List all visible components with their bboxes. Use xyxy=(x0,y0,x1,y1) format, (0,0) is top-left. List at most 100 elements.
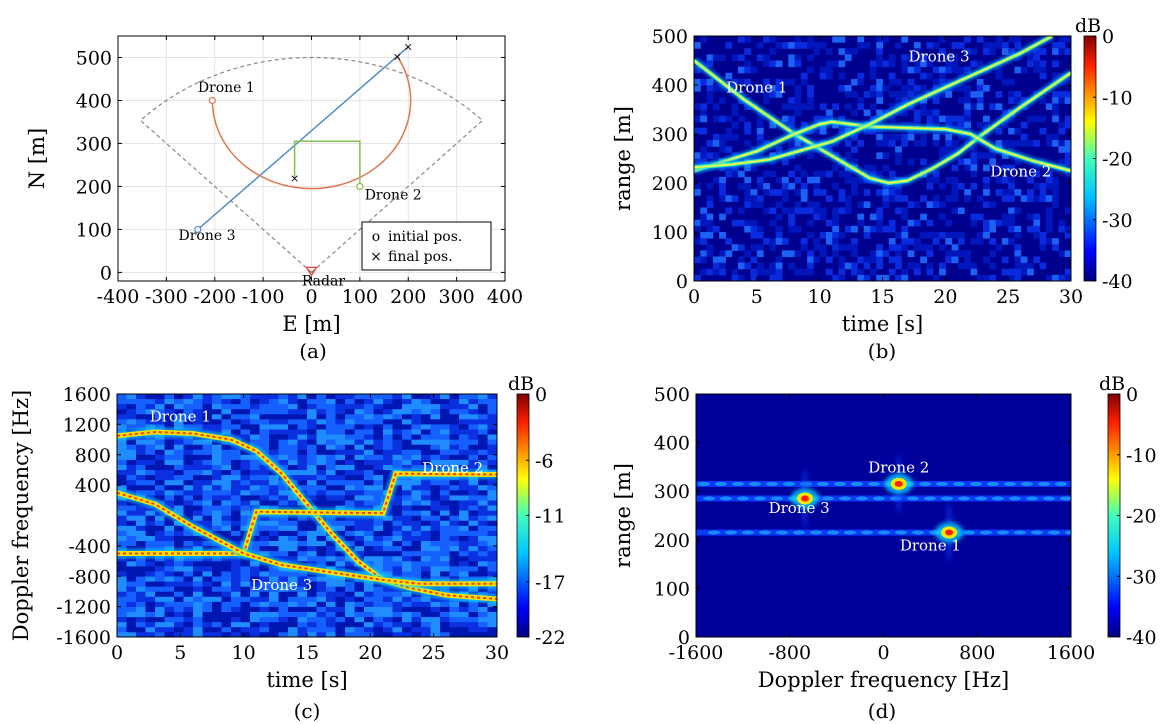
heatmap-cell xyxy=(1014,42,1022,49)
heatmap-cell xyxy=(231,622,241,628)
heatmap-cell xyxy=(126,399,137,405)
heatmap-cell xyxy=(364,627,374,633)
heatmap-cell xyxy=(951,42,959,49)
heatmap-cell xyxy=(964,91,971,98)
heatmap-cell xyxy=(212,520,222,527)
heatmap-cell xyxy=(750,274,758,281)
heatmap-cell xyxy=(240,414,251,420)
heatmap-cell xyxy=(725,207,733,215)
heatmap-cell xyxy=(895,152,902,159)
heatmap-cell xyxy=(411,617,422,623)
heatmap-cell xyxy=(164,475,175,481)
x-tick-label: 20 xyxy=(933,286,957,308)
heatmap-cell xyxy=(392,617,403,623)
heatmap-cell xyxy=(421,551,431,557)
heatmap-cell xyxy=(364,586,374,593)
heatmap-cell xyxy=(269,490,279,496)
heatmap-cell xyxy=(1064,97,1071,104)
heatmap-cell xyxy=(957,42,965,49)
heatmap-cell xyxy=(478,561,488,567)
heatmap-cell xyxy=(136,530,146,537)
heatmap-cell xyxy=(421,546,431,552)
heatmap-cell xyxy=(278,525,289,532)
heatmap-cell xyxy=(769,274,777,281)
heatmap-cell xyxy=(155,485,165,491)
heatmap-cell xyxy=(316,419,327,425)
heatmap-cell xyxy=(1008,164,1015,172)
heatmap-cell xyxy=(174,500,184,506)
x-tick-label: -300 xyxy=(145,286,188,308)
heatmap-cell xyxy=(126,581,137,588)
heatmap-cell xyxy=(421,541,431,547)
heatmap-cell xyxy=(117,556,127,562)
heatmap-cell xyxy=(756,140,764,147)
heatmap-cell xyxy=(164,409,175,415)
heatmap-cell xyxy=(193,520,203,527)
heatmap-cell xyxy=(345,464,355,471)
heatmap-cell xyxy=(895,244,902,251)
heatmap-cell xyxy=(212,470,222,476)
x-tick-label: -100 xyxy=(242,286,285,308)
heatmap-cell xyxy=(392,561,403,567)
heatmap-cell xyxy=(183,480,194,486)
heatmap-cell xyxy=(459,566,469,572)
heatmap-cell xyxy=(164,591,175,598)
heatmap-cell xyxy=(744,66,752,74)
heatmap-cell xyxy=(364,606,374,613)
colorbar-tick-label: 0 xyxy=(1126,384,1138,406)
heatmap-cell xyxy=(440,606,450,613)
heatmap-cell xyxy=(459,510,469,517)
heatmap-cell xyxy=(202,475,213,481)
heatmap-cell xyxy=(174,612,184,618)
heatmap-cell xyxy=(402,454,412,461)
heatmap-cell xyxy=(202,454,213,461)
heatmap-cell xyxy=(383,444,393,451)
heatmap-cell xyxy=(164,470,175,476)
heatmap-cell xyxy=(345,525,355,532)
heatmap-cell xyxy=(297,581,308,588)
heatmap-cell xyxy=(888,256,896,264)
heatmap-cell xyxy=(901,195,909,202)
heatmap-cell xyxy=(851,250,858,257)
heatmap-cell xyxy=(202,505,213,512)
heatmap-cell xyxy=(136,394,146,400)
heatmap-cell xyxy=(411,500,422,506)
heatmap-cell xyxy=(913,91,921,98)
heatmap-cell xyxy=(712,256,720,264)
heatmap-cell xyxy=(888,78,896,86)
heatmap-cell xyxy=(459,612,469,618)
heatmap-cell xyxy=(326,399,336,405)
heatmap-cell xyxy=(402,424,412,430)
heatmap-cell xyxy=(354,586,365,593)
coverage-sector xyxy=(139,56,484,274)
heatmap-cell xyxy=(364,429,374,435)
heatmap-cell xyxy=(487,439,497,446)
heatmap-cell xyxy=(307,470,317,476)
heatmap-cell xyxy=(288,424,298,430)
heatmap-cell xyxy=(487,495,497,501)
heatmap-cell xyxy=(164,404,175,410)
stripe-blob xyxy=(1004,481,1016,486)
heatmap-cell xyxy=(316,591,327,598)
heatmap-cell xyxy=(221,414,232,420)
heatmap-cell xyxy=(383,470,393,476)
heatmap-cell xyxy=(193,464,203,471)
annotation-label: Drone 3 xyxy=(251,576,312,594)
heatmap-cell xyxy=(487,622,497,628)
heatmap-cell xyxy=(459,419,469,425)
heatmap-cell xyxy=(421,606,431,613)
heatmap-cell xyxy=(932,201,940,208)
heatmap-cell xyxy=(487,490,497,496)
heatmap-cell xyxy=(193,459,203,466)
heatmap-cell xyxy=(775,262,783,270)
heatmap-cell xyxy=(221,399,232,405)
heatmap-cell xyxy=(240,475,251,481)
heatmap-cell xyxy=(174,525,184,532)
heatmap-cell xyxy=(240,581,251,588)
heatmap-cell xyxy=(851,262,858,270)
heatmap-cell xyxy=(1027,115,1034,123)
heatmap-cell xyxy=(392,485,403,491)
heatmap-cell xyxy=(354,627,365,633)
heatmap-cell xyxy=(863,262,871,270)
